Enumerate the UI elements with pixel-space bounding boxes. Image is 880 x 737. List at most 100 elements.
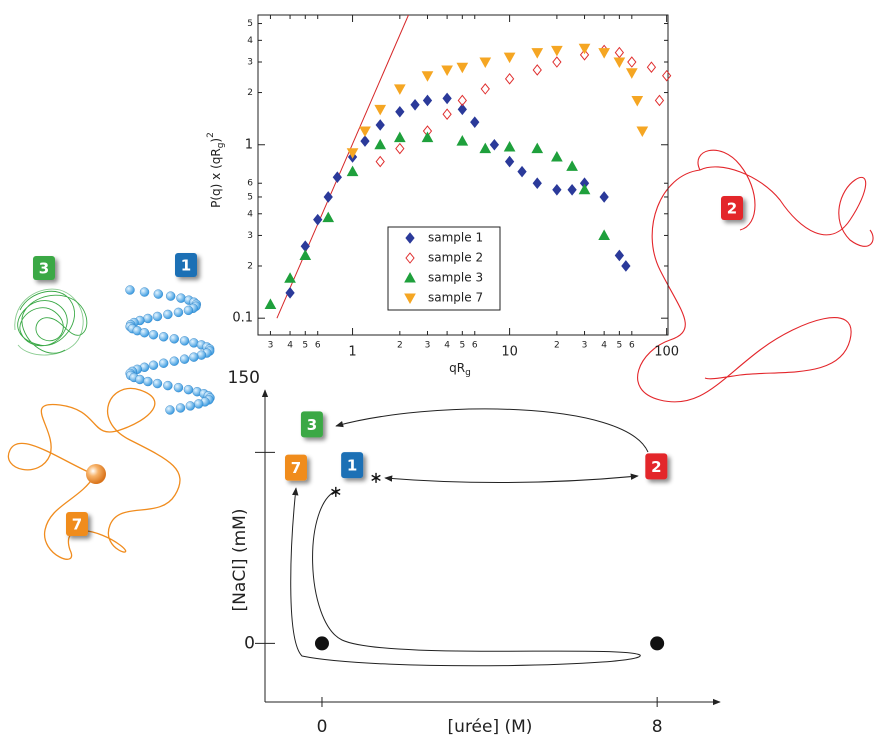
data-point (470, 116, 480, 128)
data-point (323, 191, 333, 203)
data-point (395, 105, 405, 118)
phase-diagram: 0 8 0 150 [urée] (M) [NaCl] (mM) 3 7 1 2 (228, 368, 668, 737)
state-box (341, 452, 364, 479)
green-coil (14, 288, 88, 356)
bead (169, 334, 179, 344)
bead (183, 384, 194, 395)
x-tick-label: 3 (582, 341, 588, 351)
bead (176, 293, 186, 303)
bead (152, 378, 163, 389)
data-point (457, 94, 467, 107)
data-point (322, 211, 335, 223)
x-axis-label: [urée] (M) (448, 717, 533, 737)
data-point (504, 155, 515, 168)
x-tick-label: 2 (397, 341, 403, 351)
y-tick-label: 6 (247, 179, 253, 189)
data-point (457, 103, 467, 116)
x-tick-label: 8 (652, 717, 663, 737)
data-point (567, 183, 577, 196)
data-point (566, 160, 578, 171)
data-point (621, 260, 631, 272)
y-tick-label: 150 (228, 368, 260, 388)
x-tick-label: 10 (501, 345, 518, 360)
x-tick-label: 4 (287, 341, 293, 351)
y-tick-label: 0 (244, 633, 255, 653)
y-tick-label: 0.1 (232, 311, 253, 326)
bead (143, 376, 153, 387)
label-text: 2 (727, 200, 737, 218)
data-point (421, 71, 434, 82)
data-point (410, 98, 420, 111)
data-point (636, 126, 649, 138)
data-point (552, 183, 562, 196)
data-point (578, 43, 591, 55)
data-point (613, 57, 626, 69)
bead (148, 330, 159, 340)
bead (143, 313, 153, 324)
data-point (441, 65, 453, 76)
data-point (631, 95, 644, 107)
legend-label: sample 2 (428, 251, 483, 265)
red-coil (637, 149, 874, 403)
y-label-part: ) (209, 138, 223, 143)
bead (148, 360, 159, 370)
data-point (489, 138, 500, 151)
data-point (627, 56, 637, 68)
data-point (532, 64, 542, 76)
y-tick-label: 3 (247, 58, 253, 68)
phase-axes (261, 389, 721, 706)
data-point (395, 142, 405, 155)
bead (139, 287, 150, 297)
y-tick-label: 2 (247, 88, 253, 98)
bead (193, 399, 204, 409)
x-tick-label: 3 (425, 341, 431, 351)
bead (158, 332, 169, 342)
bead (139, 328, 150, 338)
x-tick-label: 5 (459, 341, 465, 351)
data-point (393, 84, 406, 95)
data-point (599, 191, 609, 203)
data-point (531, 48, 544, 59)
bead (163, 309, 173, 320)
data-point (654, 94, 665, 107)
asterisk (331, 486, 341, 497)
y-tick-label: 1 (245, 137, 253, 152)
bead (179, 354, 190, 364)
data-point (284, 272, 296, 283)
legend-marker (405, 252, 415, 264)
bead (158, 358, 169, 368)
data-point (442, 92, 452, 105)
data-point (531, 142, 544, 154)
bead (165, 405, 175, 415)
bead (152, 311, 163, 322)
data-point (614, 46, 625, 59)
bead (183, 305, 194, 316)
label-text: 3 (39, 260, 49, 278)
sphere (86, 464, 106, 484)
data-point (578, 183, 591, 195)
legend-label: sample 3 (428, 271, 483, 285)
bead (179, 336, 190, 346)
y-axis-label: [NaCl] (mM) (230, 509, 250, 612)
scattering-plot: 3 4 5 6 1 2 3 4 5 6 10 2 3 4 5 6 1000.12345612345qRgP(q)… (206, 15, 679, 378)
legend-label: sample 7 (428, 291, 483, 305)
x-label-part: qR (449, 361, 465, 375)
x-tick-label: 6 (472, 341, 478, 351)
x-tick-label: 4 (444, 341, 450, 351)
x-axis-label: qRg (449, 361, 471, 378)
data-point (456, 62, 469, 74)
data-point (374, 138, 387, 150)
x-tick-label: 4 (601, 341, 607, 351)
state-box (285, 454, 308, 481)
data-point (479, 57, 492, 69)
plot-frame (257, 14, 669, 336)
data-point (517, 165, 527, 178)
bead (175, 403, 186, 413)
state-dot (314, 636, 329, 651)
data-point (479, 142, 492, 154)
data-point (579, 49, 590, 61)
illustration-labels: 3 1 7 2 (33, 196, 743, 536)
y-tick-label: 3 (247, 231, 253, 241)
data-point (332, 171, 342, 184)
